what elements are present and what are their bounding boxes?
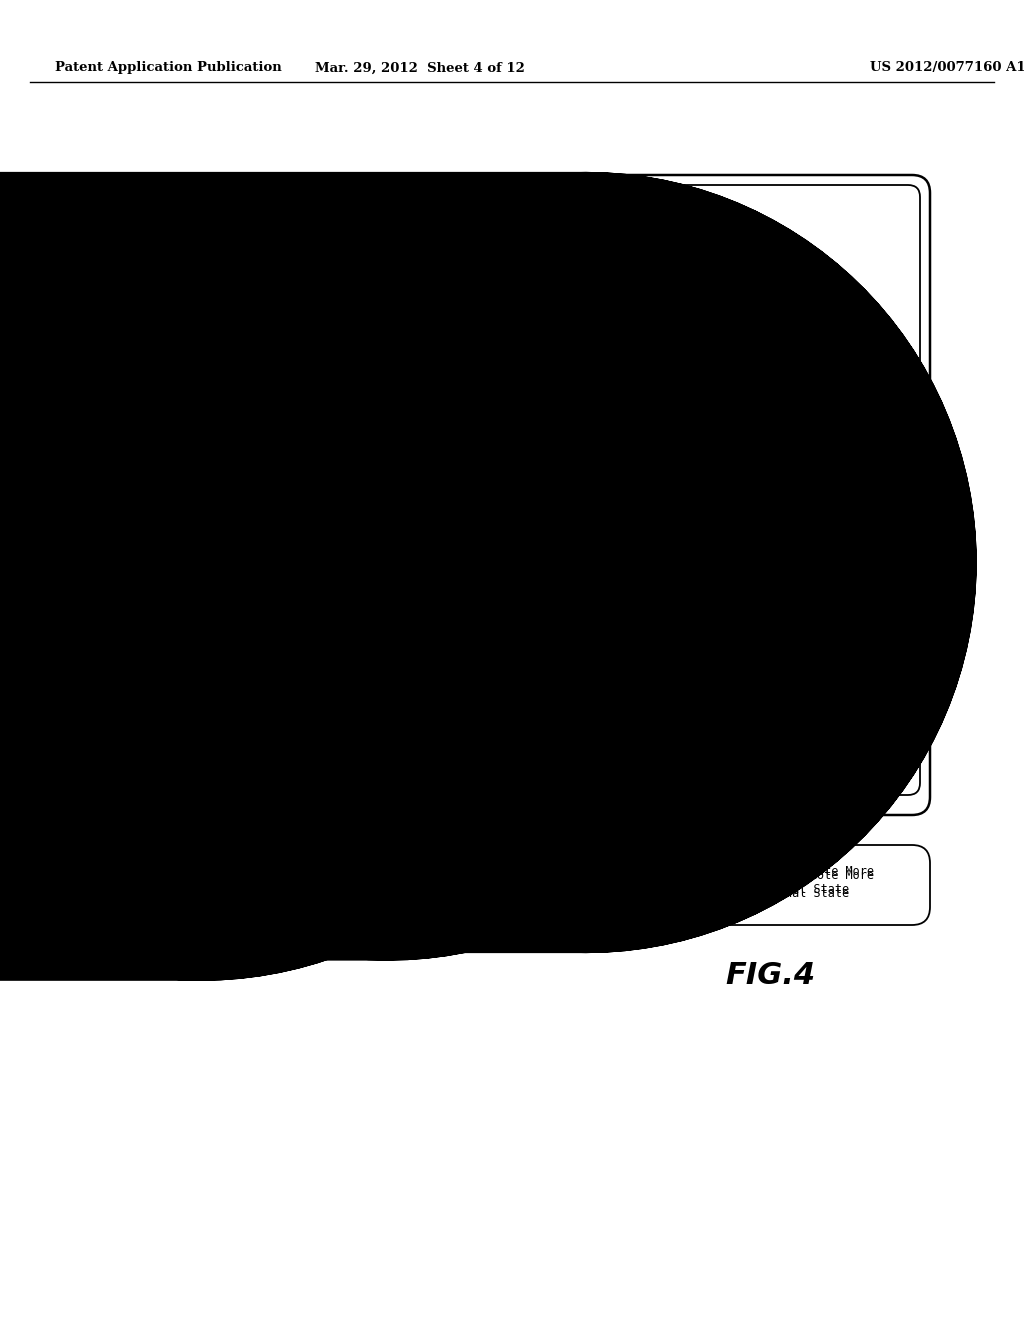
FancyBboxPatch shape <box>210 506 385 635</box>
Text: Patent Application Publication: Patent Application Publication <box>55 62 282 74</box>
FancyBboxPatch shape <box>398 490 583 635</box>
FancyBboxPatch shape <box>38 540 198 630</box>
FancyBboxPatch shape <box>590 845 930 925</box>
Text: Provide a Set of Stimuli for Presentation
to a Participant: Provide a Set of Stimuli for Presentatio… <box>0 573 256 597</box>
Bar <box>600 640 700 795</box>
FancyBboxPatch shape <box>600 480 920 630</box>
Text: See FIG. 6: See FIG. 6 <box>497 243 563 256</box>
Text: Mar. 29, 2012  Sheet 4 of 12: Mar. 29, 2012 Sheet 4 of 12 <box>315 62 525 74</box>
FancyBboxPatch shape <box>590 176 930 814</box>
Text: Adjust Exercises to Promote More
Optimal Attentional State: Adjust Exercises to Promote More Optimal… <box>646 870 874 900</box>
Text: Adjust Exercises to Promote More
Optimal Attentional State: Adjust Exercises to Promote More Optimal… <box>646 865 874 895</box>
Text: Determine the Accuracy
And Reaction Time
Associated with the
Response on Each Tr: Determine the Accuracy And Reaction Time… <box>688 529 831 581</box>
Text: For Each
Training Epoch: For Each Training Epoch <box>604 705 695 730</box>
FancyBboxPatch shape <box>600 185 920 470</box>
Text: FIG.4: FIG.4 <box>725 961 815 990</box>
Text: Presentation of a Continuous Sequence of
Stimuli at a Specified Duration Seperat: Presentation of a Continuous Sequence of… <box>357 536 624 589</box>
FancyBboxPatch shape <box>705 640 920 795</box>
Text: Present a Target Descriptor to the Participant,
Wherein the Target Descriptor Co: Present a Target Descriptor to the Parti… <box>141 550 454 589</box>
Text: US 2012/0077160 A1: US 2012/0077160 A1 <box>870 62 1024 74</box>
Text: Adjust One or More Task
Parameters (Duration, ISI
Variability, Target
Frequency,: Adjust One or More Task Parameters (Dura… <box>672 281 848 375</box>
Text: Require the Participant to
Respond to Every Stimulus
That Does Not Match the
Tar: Require the Participant to Respond to Ev… <box>728 692 897 743</box>
